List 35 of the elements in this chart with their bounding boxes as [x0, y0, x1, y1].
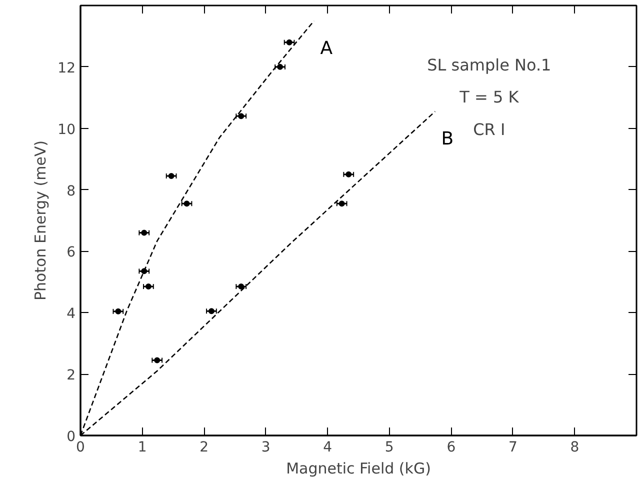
annotation: CR I: [473, 120, 506, 139]
x-tick-label: 6: [446, 440, 456, 456]
x-tick-label: 2: [200, 440, 209, 456]
y-tick-label: 12: [58, 60, 76, 76]
x-tick-label: 8: [570, 440, 580, 456]
point: [208, 308, 214, 314]
point: [338, 200, 345, 207]
x-axis-title: Magnetic Field (kG): [286, 460, 431, 478]
x-tick-label: 3: [261, 440, 270, 456]
annotation: SL sample No.1: [427, 55, 552, 74]
point: [238, 284, 244, 290]
point: [154, 357, 160, 364]
x-tick-label: 5: [384, 440, 394, 456]
y-tick-label: 8: [66, 183, 76, 200]
y-axis-title: Photon Energy (meV): [32, 140, 50, 301]
y-tick-label: 4: [66, 306, 76, 322]
x-tick-label: 4: [323, 440, 332, 456]
annotation: T = 5 K: [458, 88, 520, 107]
point: [238, 113, 244, 120]
series-label: A: [320, 38, 334, 59]
point: [346, 171, 352, 178]
point: [145, 284, 152, 290]
point: [277, 64, 284, 70]
y-tick-label: 2: [66, 368, 76, 384]
y-tick-label: 0: [66, 429, 76, 445]
point: [115, 308, 122, 314]
y-tick-label: 6: [66, 244, 76, 261]
y-tick-label: 10: [58, 122, 76, 138]
x-tick-label: 1: [138, 440, 147, 456]
point: [168, 172, 174, 179]
point: [184, 200, 190, 207]
point: [141, 230, 148, 236]
series-label: B: [441, 128, 454, 150]
x-tick-label: 7: [508, 440, 518, 456]
point: [286, 39, 292, 46]
